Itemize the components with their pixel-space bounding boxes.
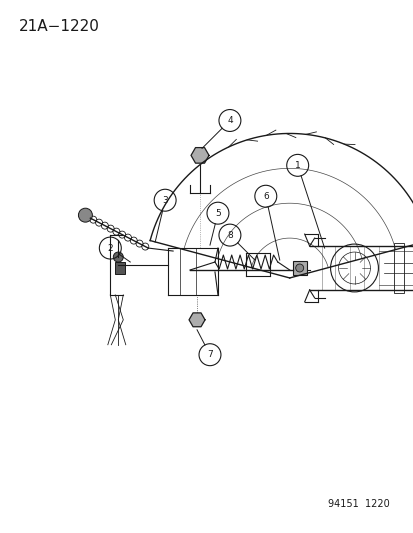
Text: 94151  1220: 94151 1220 xyxy=(327,499,389,509)
Text: 3: 3 xyxy=(162,196,168,205)
Circle shape xyxy=(295,264,303,272)
Text: 1: 1 xyxy=(294,161,300,170)
Text: 2: 2 xyxy=(107,244,113,253)
Polygon shape xyxy=(190,148,209,163)
Text: 21A−1220: 21A−1220 xyxy=(19,19,99,34)
Circle shape xyxy=(78,208,92,222)
FancyBboxPatch shape xyxy=(292,261,306,275)
Text: 8: 8 xyxy=(226,231,232,240)
FancyBboxPatch shape xyxy=(115,262,125,274)
Polygon shape xyxy=(189,313,204,327)
Text: 6: 6 xyxy=(262,192,268,201)
Text: 7: 7 xyxy=(206,350,212,359)
Text: 5: 5 xyxy=(215,209,220,217)
Text: 4: 4 xyxy=(227,116,232,125)
Circle shape xyxy=(113,252,123,262)
